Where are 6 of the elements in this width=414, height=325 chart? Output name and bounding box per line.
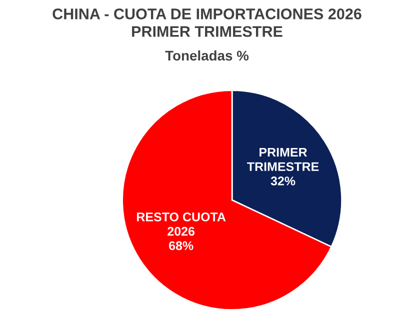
slice-label: RESTO CUOTA 2026 [136,212,226,236]
data-label: 68% [169,241,194,250]
chart-subtitle: Toneladas % [165,50,249,61]
slice-label: PRIMER TRIMESTRE [247,148,319,172]
chart-title: CHINA - CUOTA DE IMPORTACIONES 2026 PRIMER TRIMESTRE [52,8,362,37]
data-label: 32% [270,176,296,186]
